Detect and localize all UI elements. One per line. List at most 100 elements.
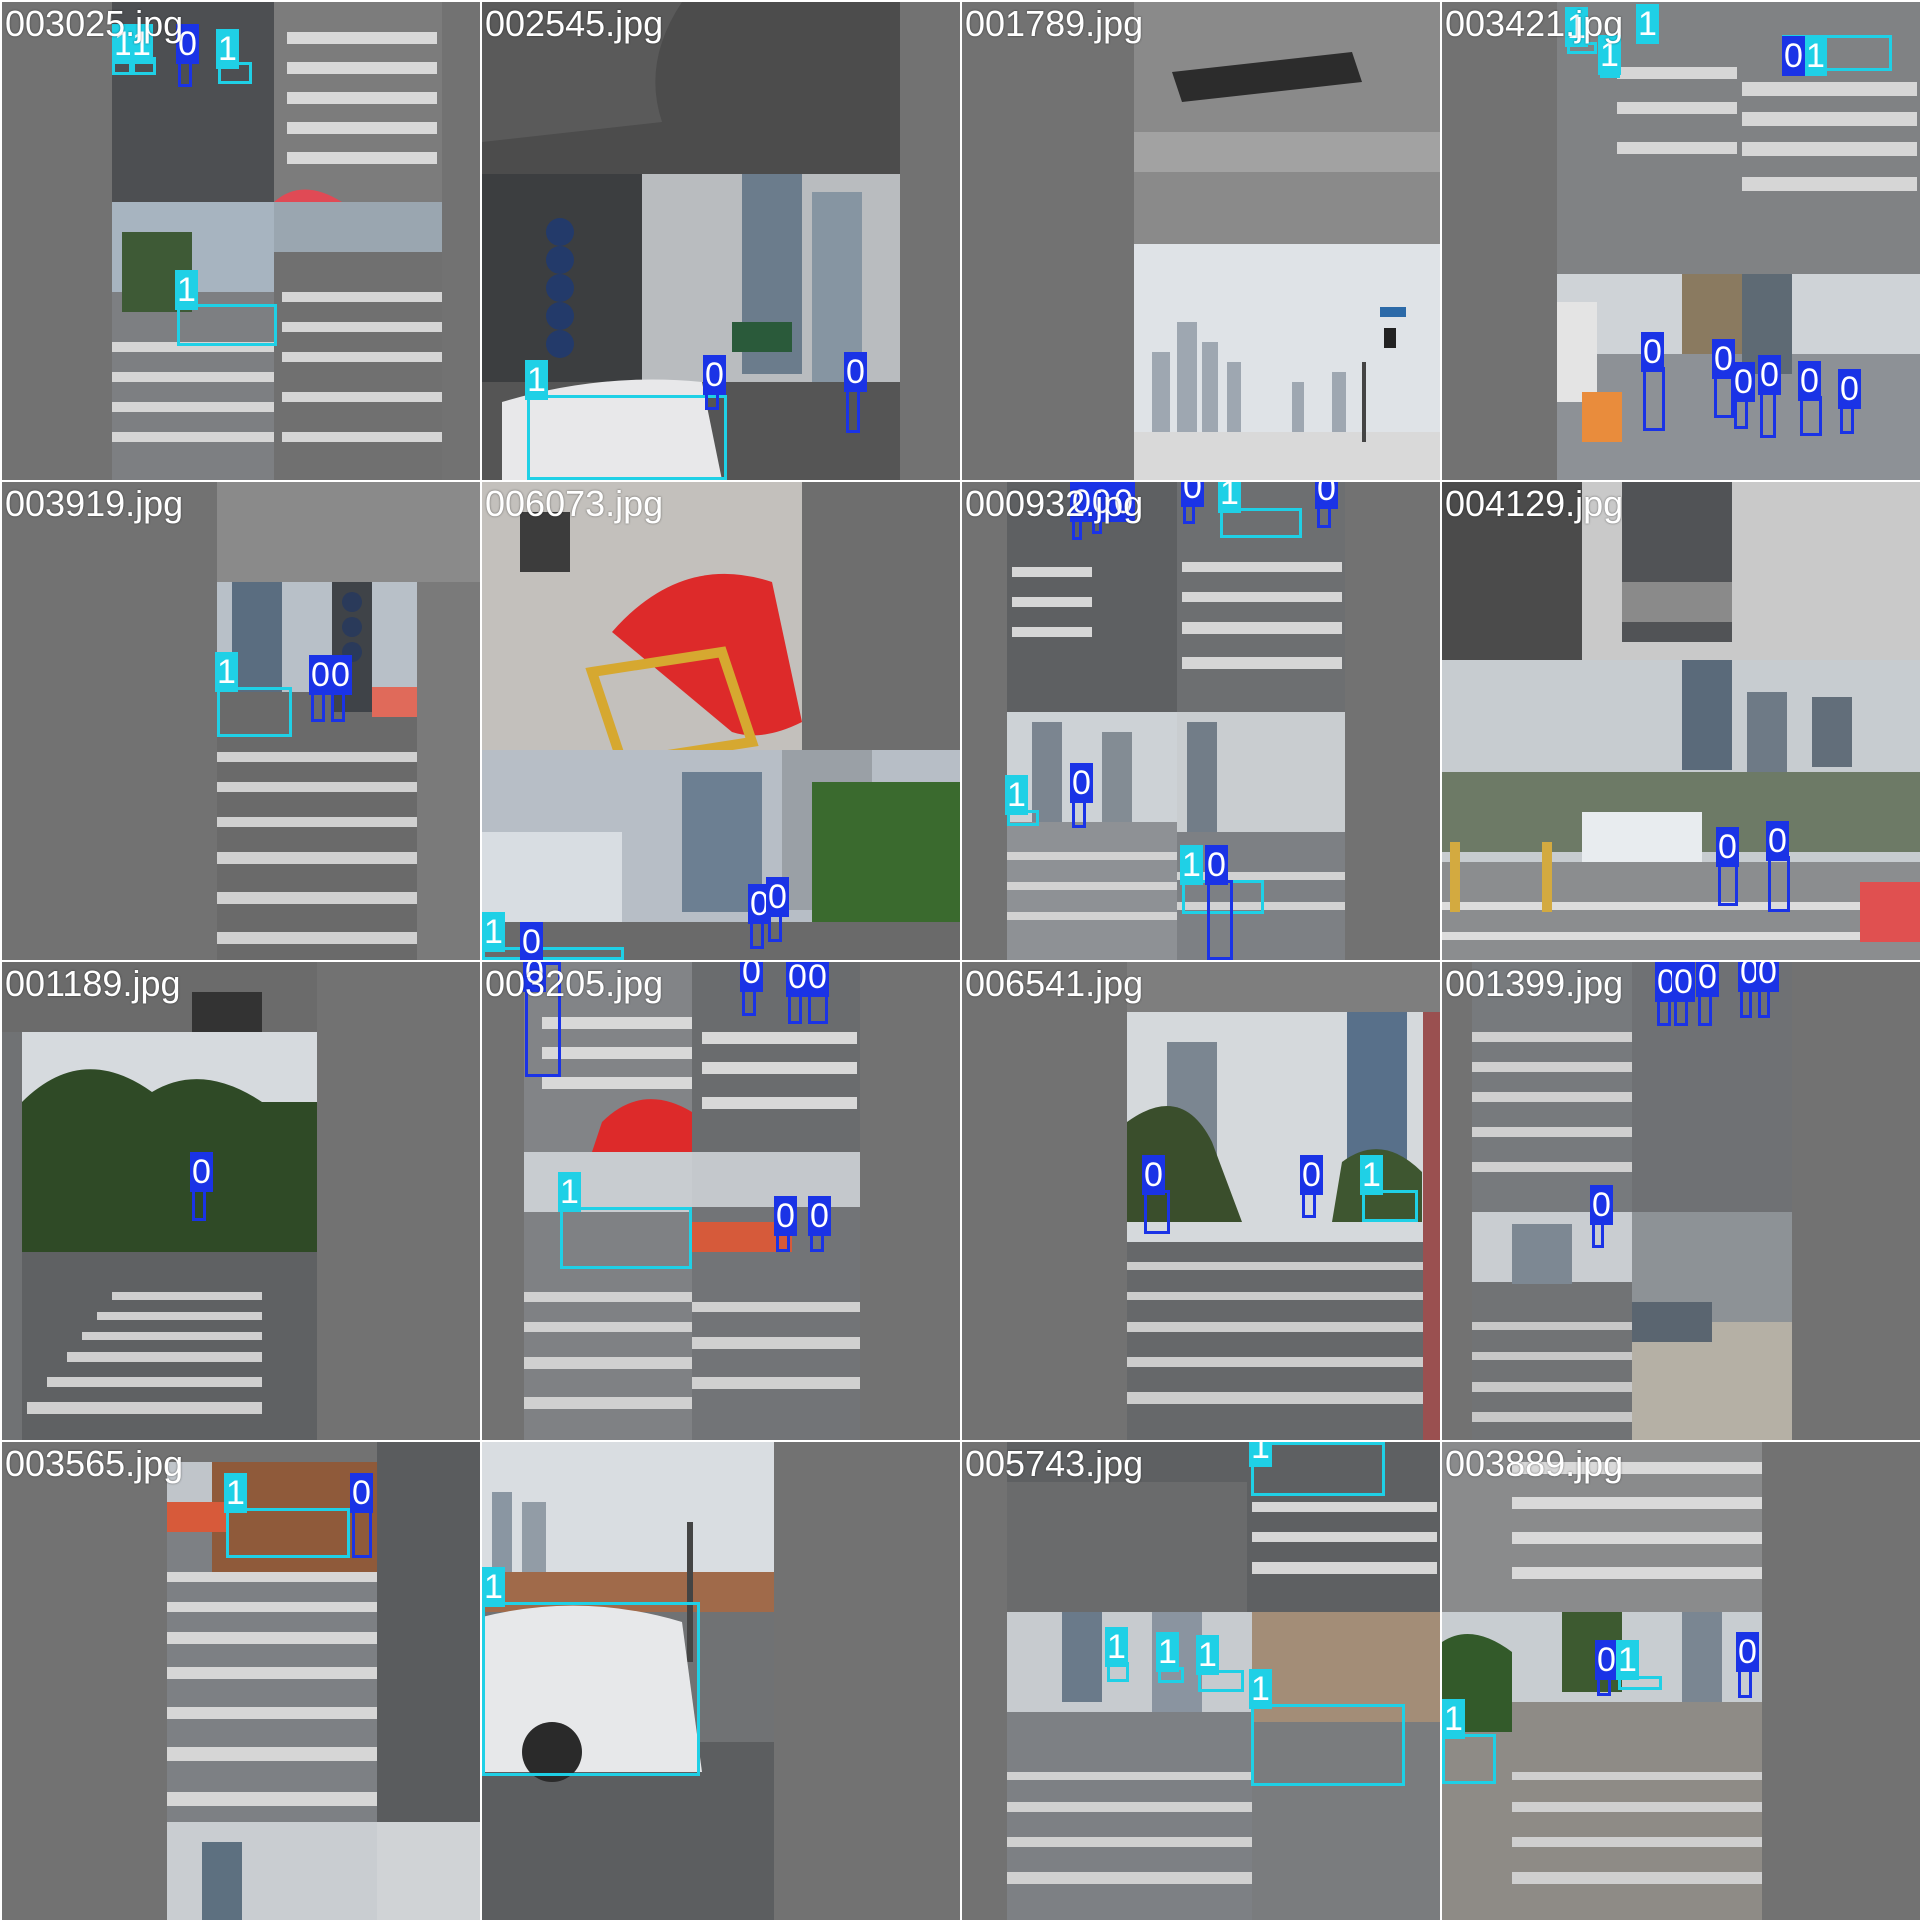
tile-image <box>1134 2 1440 480</box>
car-box <box>482 1602 700 1776</box>
car-box <box>177 304 277 346</box>
class-label: 1 <box>1180 845 1203 885</box>
tile-filename: 006541.jpg <box>965 963 1144 1004</box>
tile-005743: 005743.jpg 1 1 1 1 1 <box>962 1442 1440 1920</box>
class-label: 1 <box>1218 482 1241 513</box>
class-label: 0 <box>1090 482 1113 522</box>
class-label: 0 <box>1782 36 1805 76</box>
car-box <box>1618 1676 1662 1690</box>
car-box <box>1251 1704 1405 1786</box>
class-label: 0 <box>1732 362 1755 402</box>
class-label: 0 <box>786 962 809 997</box>
class-label: 1 <box>112 24 135 64</box>
class-label: 1 <box>1442 1699 1465 1739</box>
person-box <box>1207 880 1233 960</box>
class-label: 0 <box>808 1196 831 1236</box>
person-box <box>1768 856 1790 912</box>
class-label: 1 <box>558 1172 581 1212</box>
person-box <box>1144 1190 1170 1234</box>
class-label: 0 <box>1738 962 1761 992</box>
class-label: 0 <box>1300 1155 1323 1195</box>
class-label: 0 <box>1712 339 1735 379</box>
class-label: 1 <box>224 1473 247 1513</box>
class-label: 0 <box>844 352 867 392</box>
car-box <box>527 395 727 480</box>
class-label: 1 <box>1005 775 1028 815</box>
tile-image <box>1442 1442 1762 1920</box>
car-box <box>1362 1190 1418 1222</box>
class-label: 1 <box>1360 1155 1383 1195</box>
tile-image <box>524 962 860 1440</box>
class-label: 0 <box>350 1473 373 1513</box>
class-label: 0 <box>1838 369 1861 409</box>
tile-001189: 001189.jpg 0 <box>2 962 480 1440</box>
class-label: 1 <box>216 29 239 69</box>
tile-filename: 006073.jpg <box>485 483 664 524</box>
class-label: 1 <box>130 24 153 64</box>
tile-filename: 003025.jpg <box>5 3 184 44</box>
class-label: 0 <box>766 877 789 917</box>
class-label: 1 <box>1616 1640 1639 1680</box>
class-label: 0 <box>748 884 771 924</box>
class-label: 0 <box>309 655 332 695</box>
tile-image <box>1007 482 1345 960</box>
class-label: 0 <box>176 24 199 64</box>
class-label: 0 <box>1766 821 1789 861</box>
person-box <box>1718 862 1738 906</box>
tile-unnamed: 1 <box>482 1442 960 1920</box>
person-box <box>1698 992 1712 1026</box>
tile-filename: 003565.jpg <box>5 1443 184 1484</box>
class-label: 1 <box>1636 4 1659 44</box>
tile-003565: 003565.jpg 1 0 <box>2 1442 480 1920</box>
class-label: 0 <box>1315 482 1338 509</box>
class-label: 0 <box>806 962 829 997</box>
class-label: 0 <box>1142 1155 1165 1195</box>
class-label: 1 <box>1196 1635 1219 1675</box>
class-label: 1 <box>1804 36 1827 76</box>
class-label: 0 <box>703 355 726 395</box>
person-box <box>1760 390 1776 438</box>
tile-003919: 003919.jpg 1 0 0 <box>2 482 480 960</box>
tile-filename: 004129.jpg <box>1445 483 1624 524</box>
class-label: 0 <box>190 1152 213 1192</box>
class-label: 0 <box>1590 1185 1613 1225</box>
tile-002545: 002545.jpg 1 0 0 <box>482 2 960 480</box>
tile-image <box>2 962 317 1440</box>
class-label: 0 <box>520 922 543 960</box>
class-label: 0 <box>1756 962 1779 992</box>
class-label: 1 <box>1105 1627 1128 1667</box>
class-label: 1 <box>175 270 198 310</box>
tile-filename: 003919.jpg <box>5 483 184 524</box>
tile-filename: 003421.jpg <box>1445 3 1624 44</box>
class-label: 1 <box>1156 1632 1179 1672</box>
car-box <box>217 687 292 737</box>
tile-filename: 001399.jpg <box>1445 963 1624 1004</box>
person-box <box>846 387 860 433</box>
class-label: 1 <box>482 912 505 952</box>
class-label: 1 <box>1249 1442 1272 1467</box>
car-box <box>1198 1670 1244 1692</box>
tile-image <box>167 1442 480 1920</box>
tile-image <box>1442 482 1920 960</box>
class-label: 0 <box>774 1196 797 1236</box>
class-label: 0 <box>1672 962 1695 1002</box>
tile-003205: 003205.jpg 0 0 0 0 1 0 0 <box>482 962 960 1440</box>
class-label: 1 <box>1249 1669 1272 1709</box>
car-box <box>482 947 624 960</box>
car-box <box>1251 1442 1385 1496</box>
class-label: 0 <box>1641 332 1664 372</box>
tile-filename: 001789.jpg <box>965 3 1144 44</box>
car-box <box>1220 508 1302 538</box>
class-label: 0 <box>1595 1640 1618 1680</box>
person-box <box>1800 396 1822 436</box>
class-label: 0 <box>740 962 763 992</box>
class-label: 0 <box>1696 962 1719 997</box>
tile-003889: 003889.jpg 1 0 1 0 <box>1442 1442 1920 1920</box>
tile-006073: 006073.jpg 1 0 0 0 <box>482 482 960 960</box>
class-label: 0 <box>1205 845 1228 885</box>
class-label: 1 <box>1598 35 1621 75</box>
class-label: 0 <box>1070 763 1093 803</box>
tile-004129: 004129.jpg 0 0 <box>1442 482 1920 960</box>
person-box <box>192 1187 206 1221</box>
